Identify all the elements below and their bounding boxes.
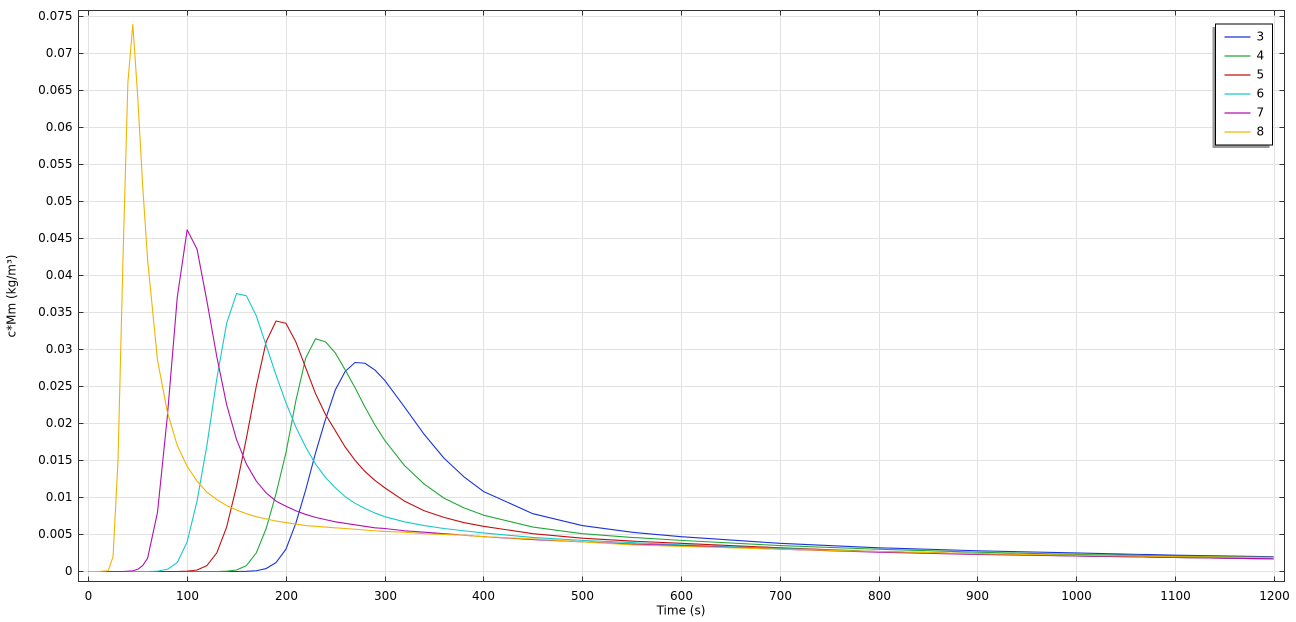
grid — [78, 10, 1285, 582]
x-tick-label: 700 — [769, 589, 792, 603]
y-tick-label: 0.02 — [46, 416, 73, 430]
y-tick-label: 0.06 — [46, 120, 73, 134]
x-tick-label: 1100 — [1160, 589, 1191, 603]
legend-label: 6 — [1257, 87, 1265, 101]
legend-label: 5 — [1257, 68, 1265, 82]
y-tick-label: 0.07 — [46, 46, 73, 60]
x-axis-label: Time (s) — [656, 604, 706, 618]
legend-label: 8 — [1257, 125, 1265, 139]
y-tick-label: 0.05 — [46, 194, 73, 208]
legend-label: 4 — [1257, 49, 1265, 63]
x-tick-label: 600 — [670, 589, 693, 603]
legend-label: 3 — [1257, 30, 1265, 44]
y-tick-label: 0.01 — [46, 490, 73, 504]
x-tick-label: 1200 — [1259, 589, 1290, 603]
legend: 3 4 5 6 7 8 — [1212, 23, 1273, 148]
legend-box — [1215, 23, 1273, 146]
y-tick-label: 0.055 — [38, 157, 72, 171]
y-tick-label: 0.065 — [38, 83, 72, 97]
y-tick-label: 0.005 — [38, 527, 72, 541]
y-tick-label: 0.045 — [38, 231, 72, 245]
y-tick-label: 0.035 — [38, 305, 72, 319]
x-tick-label: 400 — [472, 589, 495, 603]
y-tick-label: 0.075 — [38, 9, 72, 23]
y-axis-label: c*Mm (kg/m³) — [5, 255, 19, 338]
y-tick-label: 0.04 — [46, 268, 73, 282]
x-tick-label: 900 — [966, 589, 989, 603]
x-tick-label: 200 — [275, 589, 298, 603]
plot-lines — [88, 24, 1274, 573]
x-tick-label: 300 — [374, 589, 397, 603]
legend-label: 7 — [1257, 106, 1265, 120]
y-tick-label: 0.015 — [38, 453, 72, 467]
y-tick-label: 0 — [65, 564, 73, 578]
series-line — [88, 293, 1274, 573]
x-tick-label: 500 — [571, 589, 594, 603]
x-tick-label: 1000 — [1061, 589, 1092, 603]
x-tick-label: 800 — [868, 589, 891, 603]
y-tick-label: 0.025 — [38, 379, 72, 393]
y-tick-label: 0.03 — [46, 342, 73, 356]
x-tick-label: 100 — [176, 589, 199, 603]
ticks: 0 0.005 0.01 0.015 0.02 0.025 0.03 0.035 0.04 0.0… — [38, 9, 1290, 603]
x-tick-label: 0 — [85, 589, 93, 603]
series-line — [88, 24, 1274, 573]
